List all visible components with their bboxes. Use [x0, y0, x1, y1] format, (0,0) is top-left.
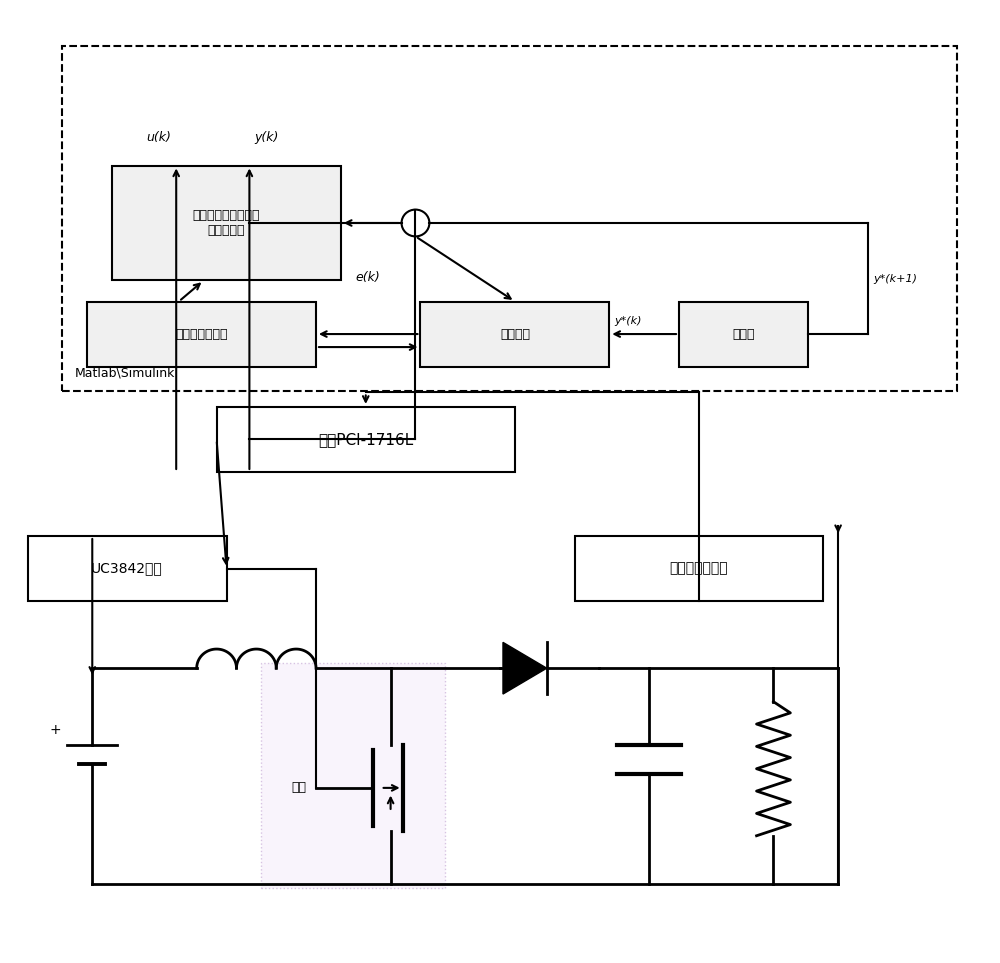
Text: 带补偿因子的虚拟无
模型控制器: 带补偿因子的虚拟无 模型控制器: [193, 209, 260, 237]
Text: +: +: [50, 723, 61, 738]
Text: 电压隔离传感器: 电压隔离传感器: [670, 561, 728, 576]
Text: e(k): e(k): [356, 272, 381, 284]
FancyBboxPatch shape: [217, 406, 515, 472]
Text: 华硕PCI-1716L: 华硕PCI-1716L: [318, 431, 413, 447]
Text: y*(k): y*(k): [614, 317, 642, 326]
FancyBboxPatch shape: [679, 301, 808, 367]
Text: UC3842芯片: UC3842芯片: [91, 561, 163, 576]
Text: 开关: 开关: [291, 781, 306, 794]
Text: y(k): y(k): [254, 132, 279, 144]
Text: y*(k+1): y*(k+1): [873, 273, 917, 283]
FancyBboxPatch shape: [112, 166, 341, 280]
FancyBboxPatch shape: [28, 536, 227, 601]
Polygon shape: [503, 642, 547, 694]
FancyBboxPatch shape: [87, 301, 316, 367]
Text: 性能优化: 性能优化: [500, 327, 530, 341]
Text: 粒子群优化算法: 粒子群优化算法: [175, 327, 228, 341]
FancyBboxPatch shape: [261, 664, 445, 889]
Text: u(k): u(k): [146, 132, 171, 144]
FancyBboxPatch shape: [420, 301, 609, 367]
Text: 目标值: 目标值: [732, 327, 755, 341]
FancyBboxPatch shape: [62, 46, 957, 391]
Text: Matlab\Simulink: Matlab\Simulink: [74, 366, 175, 379]
FancyBboxPatch shape: [575, 536, 823, 601]
